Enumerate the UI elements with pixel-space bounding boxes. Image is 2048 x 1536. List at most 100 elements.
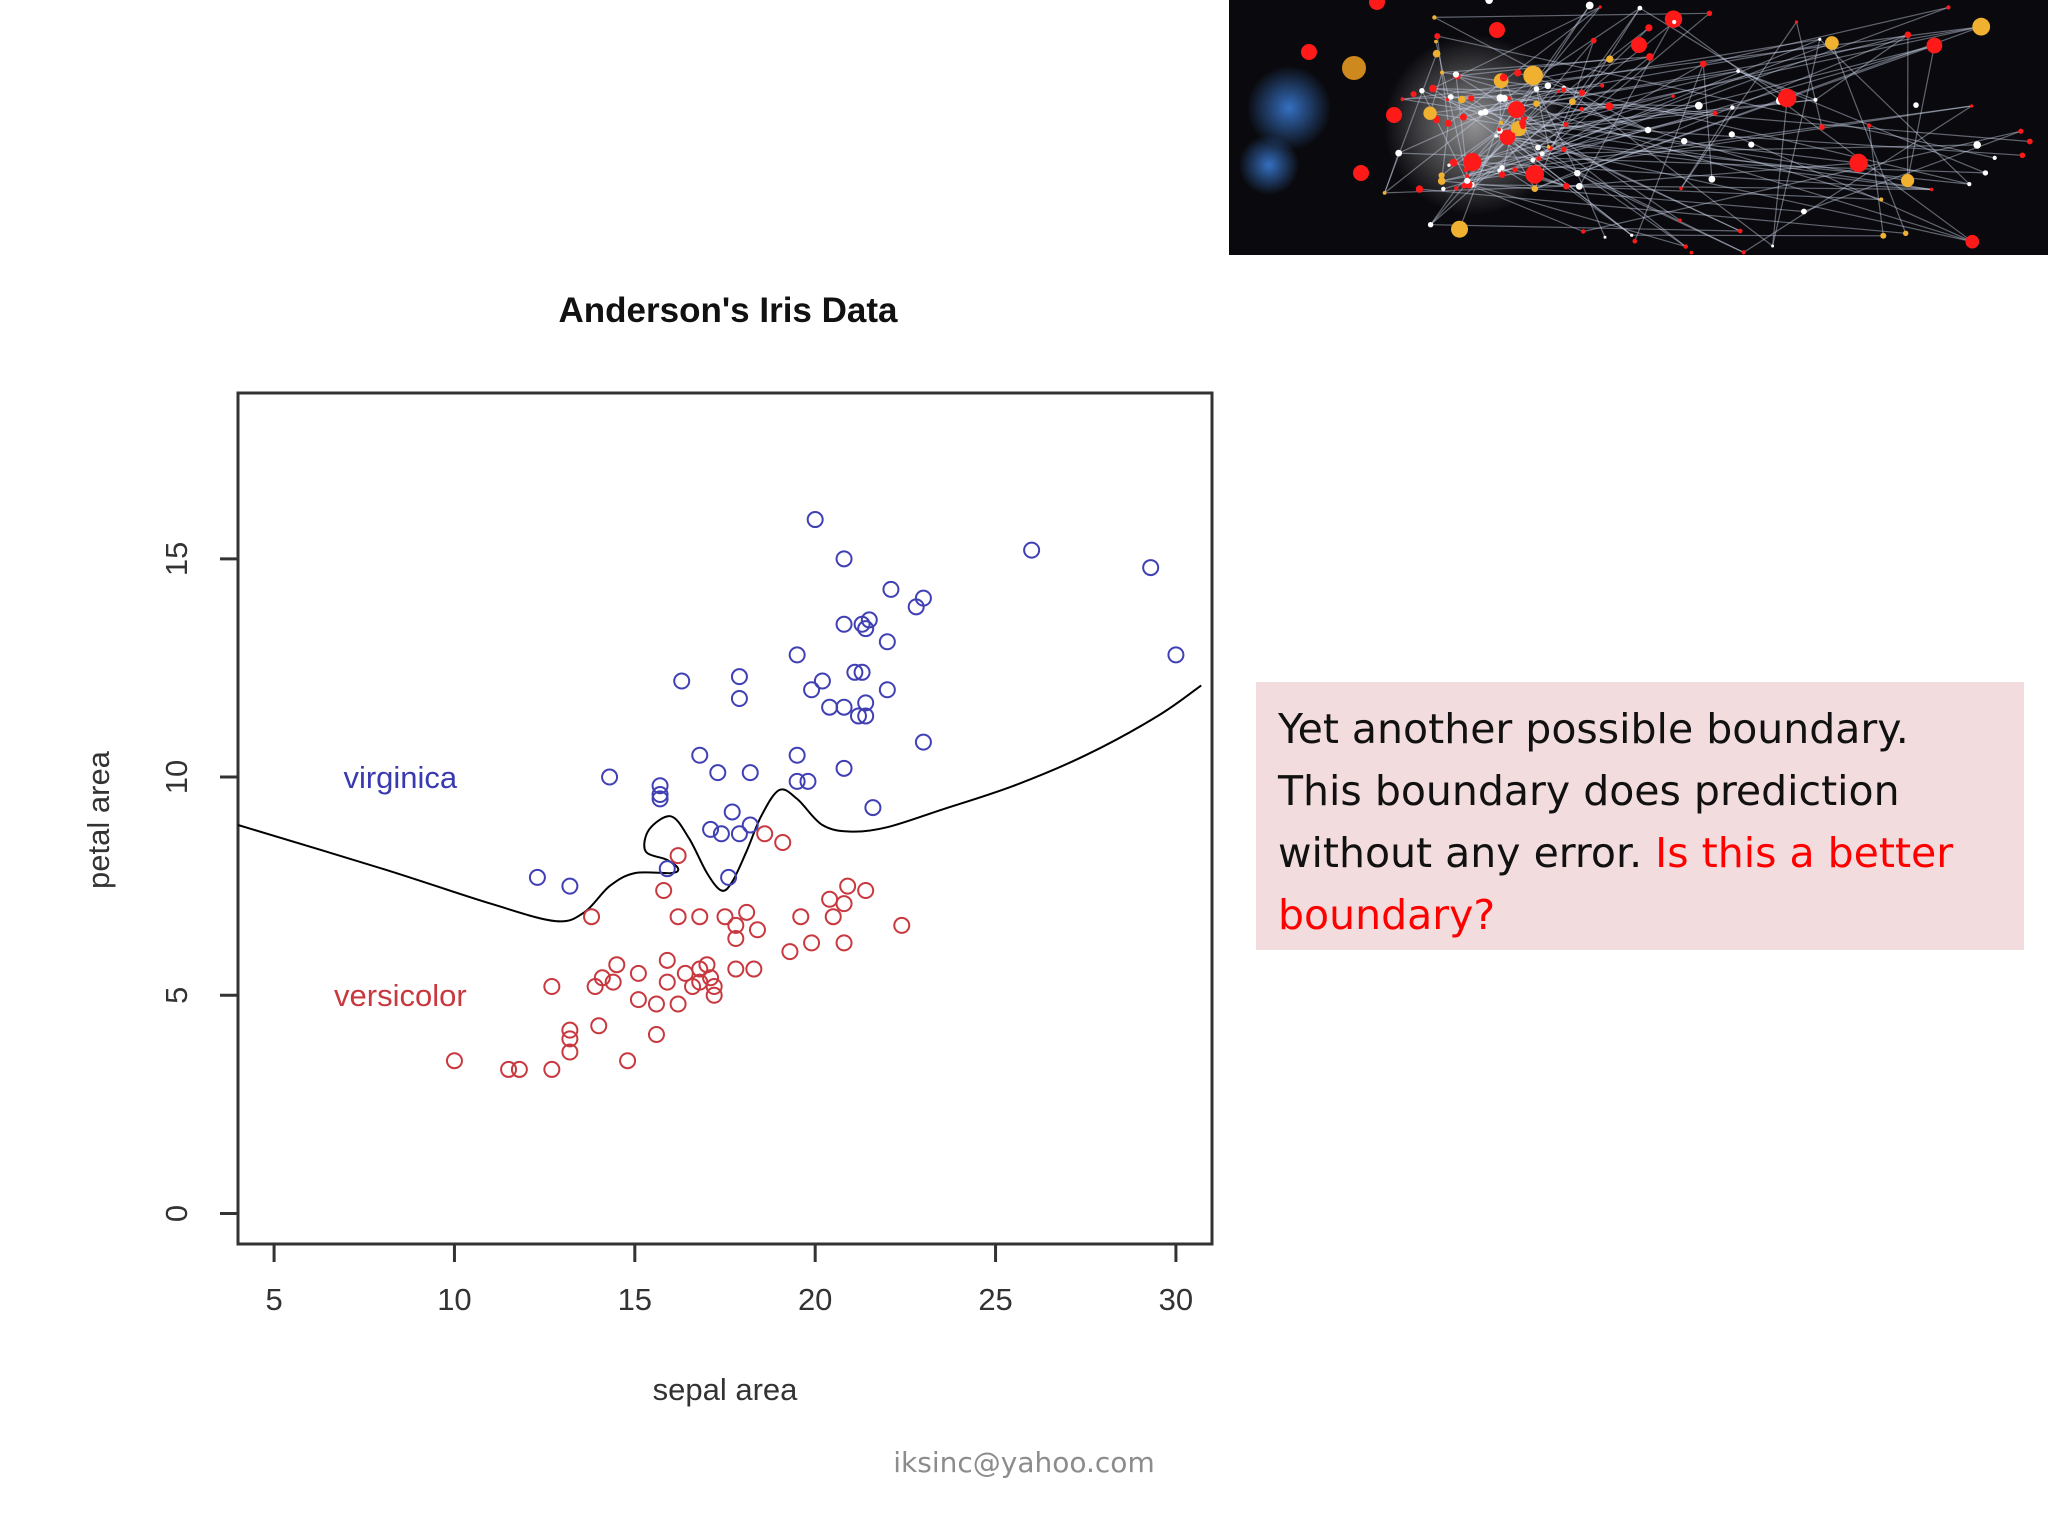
network-edge bbox=[1907, 45, 1935, 181]
virginica-point bbox=[741, 816, 759, 834]
class-label-versicolor: versicolor bbox=[334, 978, 467, 1013]
virginica-point bbox=[788, 646, 806, 664]
network-edge bbox=[1703, 6, 1949, 65]
virginica-point bbox=[651, 790, 669, 808]
network-node bbox=[1681, 137, 1688, 145]
virginica-point bbox=[835, 759, 853, 777]
network-node bbox=[1419, 88, 1425, 94]
network-node bbox=[1694, 101, 1703, 110]
network-edge bbox=[1534, 34, 1909, 190]
network-edge bbox=[1457, 75, 1649, 131]
network-node bbox=[1605, 102, 1614, 111]
virginica-point bbox=[702, 820, 720, 838]
virginica-point bbox=[914, 733, 932, 751]
versicolor-point bbox=[745, 960, 763, 978]
versicolor-point bbox=[821, 890, 839, 908]
network-edge bbox=[1532, 63, 1704, 161]
network-node bbox=[1410, 91, 1417, 98]
network-node bbox=[1563, 122, 1569, 127]
network-edge bbox=[1512, 34, 1909, 136]
network-edge bbox=[1480, 26, 1982, 114]
network-node bbox=[1485, 0, 1493, 4]
network-edge bbox=[1472, 44, 1935, 163]
network-edge bbox=[1501, 167, 1536, 190]
network-node bbox=[1904, 31, 1912, 39]
network-edge bbox=[1442, 71, 1582, 94]
network-node bbox=[1569, 98, 1576, 106]
network-edge bbox=[1534, 44, 1935, 190]
virginica-point bbox=[658, 860, 676, 878]
network-edge bbox=[1499, 97, 1681, 221]
network-node bbox=[1465, 174, 1470, 179]
network-edge bbox=[1534, 56, 1651, 80]
network-node bbox=[1342, 56, 1366, 80]
network-node bbox=[1600, 83, 1605, 88]
network-node bbox=[1400, 97, 1405, 102]
points-layer bbox=[445, 511, 1185, 1078]
network-node bbox=[1489, 22, 1505, 38]
network-edge bbox=[1563, 86, 1970, 185]
network-edge bbox=[1702, 63, 1713, 180]
versicolor-point bbox=[561, 1021, 579, 1039]
network-node bbox=[1730, 105, 1735, 110]
network-node bbox=[1903, 230, 1909, 236]
network-node bbox=[1579, 106, 1584, 112]
versicolor-point bbox=[500, 1060, 518, 1078]
versicolor-point bbox=[792, 908, 810, 926]
network-node bbox=[1930, 187, 1934, 192]
network-node bbox=[1459, 113, 1467, 121]
x-tick-label: 10 bbox=[437, 1282, 471, 1317]
network-edge bbox=[1772, 97, 1788, 247]
boundary-layer bbox=[237, 684, 1202, 923]
network-node bbox=[1451, 220, 1468, 238]
network-node bbox=[1525, 165, 1544, 184]
network-node bbox=[1536, 156, 1542, 161]
network-node bbox=[1664, 10, 1683, 28]
versicolor-point bbox=[835, 934, 853, 952]
network-node bbox=[1454, 186, 1459, 191]
network-node bbox=[1590, 37, 1597, 44]
y-axis-label: petal area bbox=[81, 750, 116, 889]
network-node bbox=[1926, 37, 1943, 54]
network-node bbox=[1444, 119, 1452, 127]
network-node bbox=[1437, 177, 1446, 185]
network-node bbox=[1434, 39, 1438, 44]
network-node bbox=[1813, 97, 1818, 102]
network-edge bbox=[1421, 90, 1470, 185]
y-tick-label: 5 bbox=[159, 987, 194, 1004]
versicolor-point bbox=[655, 882, 673, 900]
network-node bbox=[1630, 233, 1634, 237]
network-node bbox=[1514, 69, 1522, 77]
network-node bbox=[1728, 131, 1735, 138]
network-edge bbox=[1430, 92, 1583, 226]
network-node bbox=[1464, 177, 1471, 184]
network-edge bbox=[1429, 72, 1443, 114]
x-tick-label: 30 bbox=[1159, 1282, 1193, 1317]
versicolor-point bbox=[669, 995, 687, 1013]
y-tick-label: 0 bbox=[159, 1205, 194, 1222]
network-node bbox=[1645, 24, 1653, 32]
x-tick-label: 20 bbox=[798, 1282, 832, 1317]
network-node bbox=[1575, 183, 1583, 190]
virginica-point bbox=[709, 764, 727, 782]
virginica-point bbox=[907, 598, 925, 616]
network-edge bbox=[1430, 224, 1741, 232]
versicolor-point bbox=[705, 986, 723, 1004]
versicolor-point bbox=[774, 834, 792, 852]
network-node bbox=[1561, 87, 1567, 93]
network-edge bbox=[1471, 85, 1603, 99]
network-edge bbox=[1432, 87, 1509, 99]
network-edge bbox=[1743, 105, 1973, 253]
versicolor-point bbox=[893, 916, 911, 934]
versicolor-point bbox=[608, 956, 626, 974]
network-node bbox=[1965, 234, 1980, 249]
labels-layer: virginica versicolor bbox=[334, 760, 467, 1013]
network-node bbox=[1683, 244, 1688, 249]
network-edge bbox=[1522, 122, 2023, 156]
network-node bbox=[1818, 37, 1822, 41]
class-label-virginica: virginica bbox=[343, 760, 457, 795]
network-edge bbox=[1467, 147, 1551, 177]
network-edge bbox=[1471, 184, 1686, 248]
virginica-point bbox=[799, 772, 817, 790]
x-axis-label: sepal area bbox=[653, 1372, 799, 1407]
